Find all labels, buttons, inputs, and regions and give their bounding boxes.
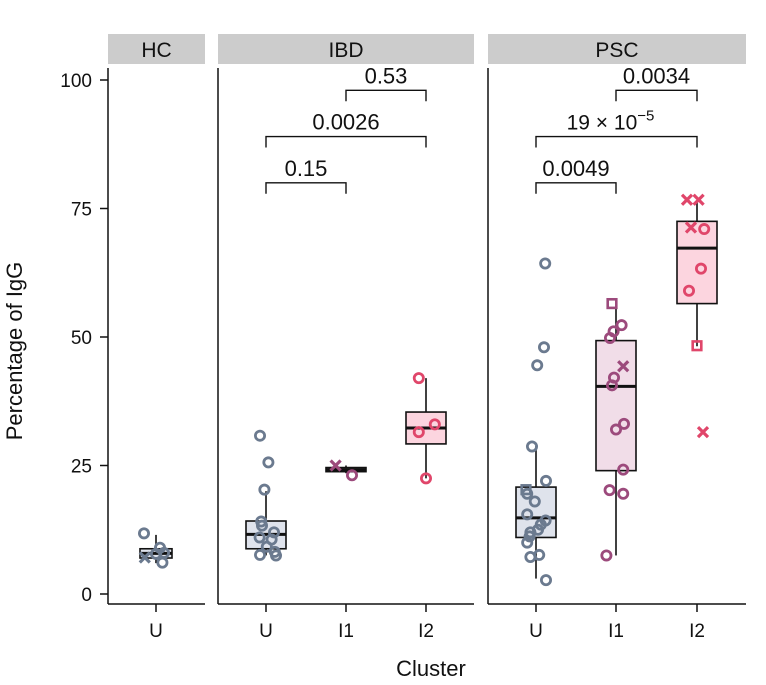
data-point-circle <box>156 556 169 569</box>
data-point-circle <box>603 484 616 497</box>
p-value-label: 0.0034 <box>623 63 690 88</box>
data-point-circle <box>412 426 425 439</box>
data-point-circle <box>610 423 623 436</box>
p-value-label: 0.53 <box>365 63 408 88</box>
data-point-circle <box>258 483 271 496</box>
y-tick-label: 100 <box>60 71 92 92</box>
data-point-circle <box>600 549 613 562</box>
data-point-circle <box>521 536 534 549</box>
y-tick-label: 75 <box>71 200 92 221</box>
x-tick-label: I1 <box>338 621 354 642</box>
data-point-circle <box>260 540 273 553</box>
p-value-exponent: −5 <box>637 108 654 125</box>
data-point-circle <box>253 548 266 561</box>
data-point-circle <box>606 379 619 392</box>
data-point-circle <box>617 463 630 476</box>
box-iqr <box>595 339 637 472</box>
data-point-circle <box>262 456 275 469</box>
x-tick-label: I1 <box>608 621 624 642</box>
data-point-circle <box>683 284 696 297</box>
p-value-label: 19 × 10−5 <box>567 108 655 135</box>
significance-bracket <box>345 89 427 102</box>
data-point-circle <box>538 341 551 354</box>
x-tick-label: I2 <box>689 621 705 642</box>
data-point-circle <box>253 429 266 442</box>
significance-bracket <box>615 89 698 102</box>
data-point-circle <box>618 417 631 430</box>
data-point-circle <box>698 223 711 236</box>
box-iqr <box>676 220 718 305</box>
data-point-circle <box>695 262 708 275</box>
data-point-circle <box>615 319 628 332</box>
data-point-circle <box>604 332 617 345</box>
significance-bracket <box>535 135 698 148</box>
data-point-circle <box>539 257 552 270</box>
data-point-circle <box>137 527 150 540</box>
p-value-mantissa: 19 × 10 <box>567 112 638 135</box>
x-tick-label: U <box>259 621 273 642</box>
data-point-circle <box>149 547 162 560</box>
data-point-circle <box>253 531 266 544</box>
y-tick-label: 50 <box>71 328 92 349</box>
facet-strip <box>218 34 474 64</box>
data-point-circle <box>255 519 268 532</box>
y-axis-label: Percentage of IgG <box>2 262 27 441</box>
significance-bracket <box>265 135 427 148</box>
data-point-circle <box>523 530 536 543</box>
x-axis-label: Cluster <box>396 656 466 680</box>
data-point-circle <box>419 472 432 485</box>
data-point-circle <box>412 372 425 385</box>
x-tick-label: I2 <box>418 621 434 642</box>
data-point-circle <box>531 359 544 372</box>
y-tick-label: 0 <box>81 585 92 606</box>
facet-label: PSC <box>595 39 638 62</box>
data-point-square <box>606 297 618 310</box>
data-point-circle <box>528 495 541 508</box>
data-point-circle <box>521 487 534 500</box>
data-point-circle <box>524 550 537 563</box>
significance-bracket <box>535 182 617 194</box>
x-tick-label: U <box>149 621 163 642</box>
p-value-label: 0.0026 <box>312 110 379 135</box>
facet-label: IBD <box>328 39 363 62</box>
data-point-cross <box>617 360 630 373</box>
facet-label: HC <box>141 39 171 62</box>
data-point-circle <box>617 487 630 500</box>
significance-bracket <box>265 182 347 194</box>
facet-strip <box>488 34 746 64</box>
data-point-circle <box>345 469 358 482</box>
p-value-label: 0.0049 <box>542 156 609 181</box>
facet-strip <box>108 34 205 64</box>
data-point-cross <box>138 551 151 564</box>
data-point-cross <box>684 221 698 234</box>
data-point-cross <box>692 193 705 206</box>
data-point-cross <box>680 193 694 206</box>
data-point-circle <box>526 440 539 453</box>
y-tick-label: 25 <box>71 457 92 478</box>
x-tick-label: U <box>529 621 543 642</box>
p-value-label: 0.15 <box>285 156 328 181</box>
data-point-cross <box>329 459 342 472</box>
data-point-square <box>691 340 703 352</box>
data-point-cross <box>696 425 710 439</box>
data-point-circle <box>521 508 534 521</box>
data-point-circle <box>269 549 282 562</box>
data-point-circle <box>540 574 553 587</box>
data-point-circle <box>428 418 441 431</box>
data-point-circle <box>540 474 553 487</box>
